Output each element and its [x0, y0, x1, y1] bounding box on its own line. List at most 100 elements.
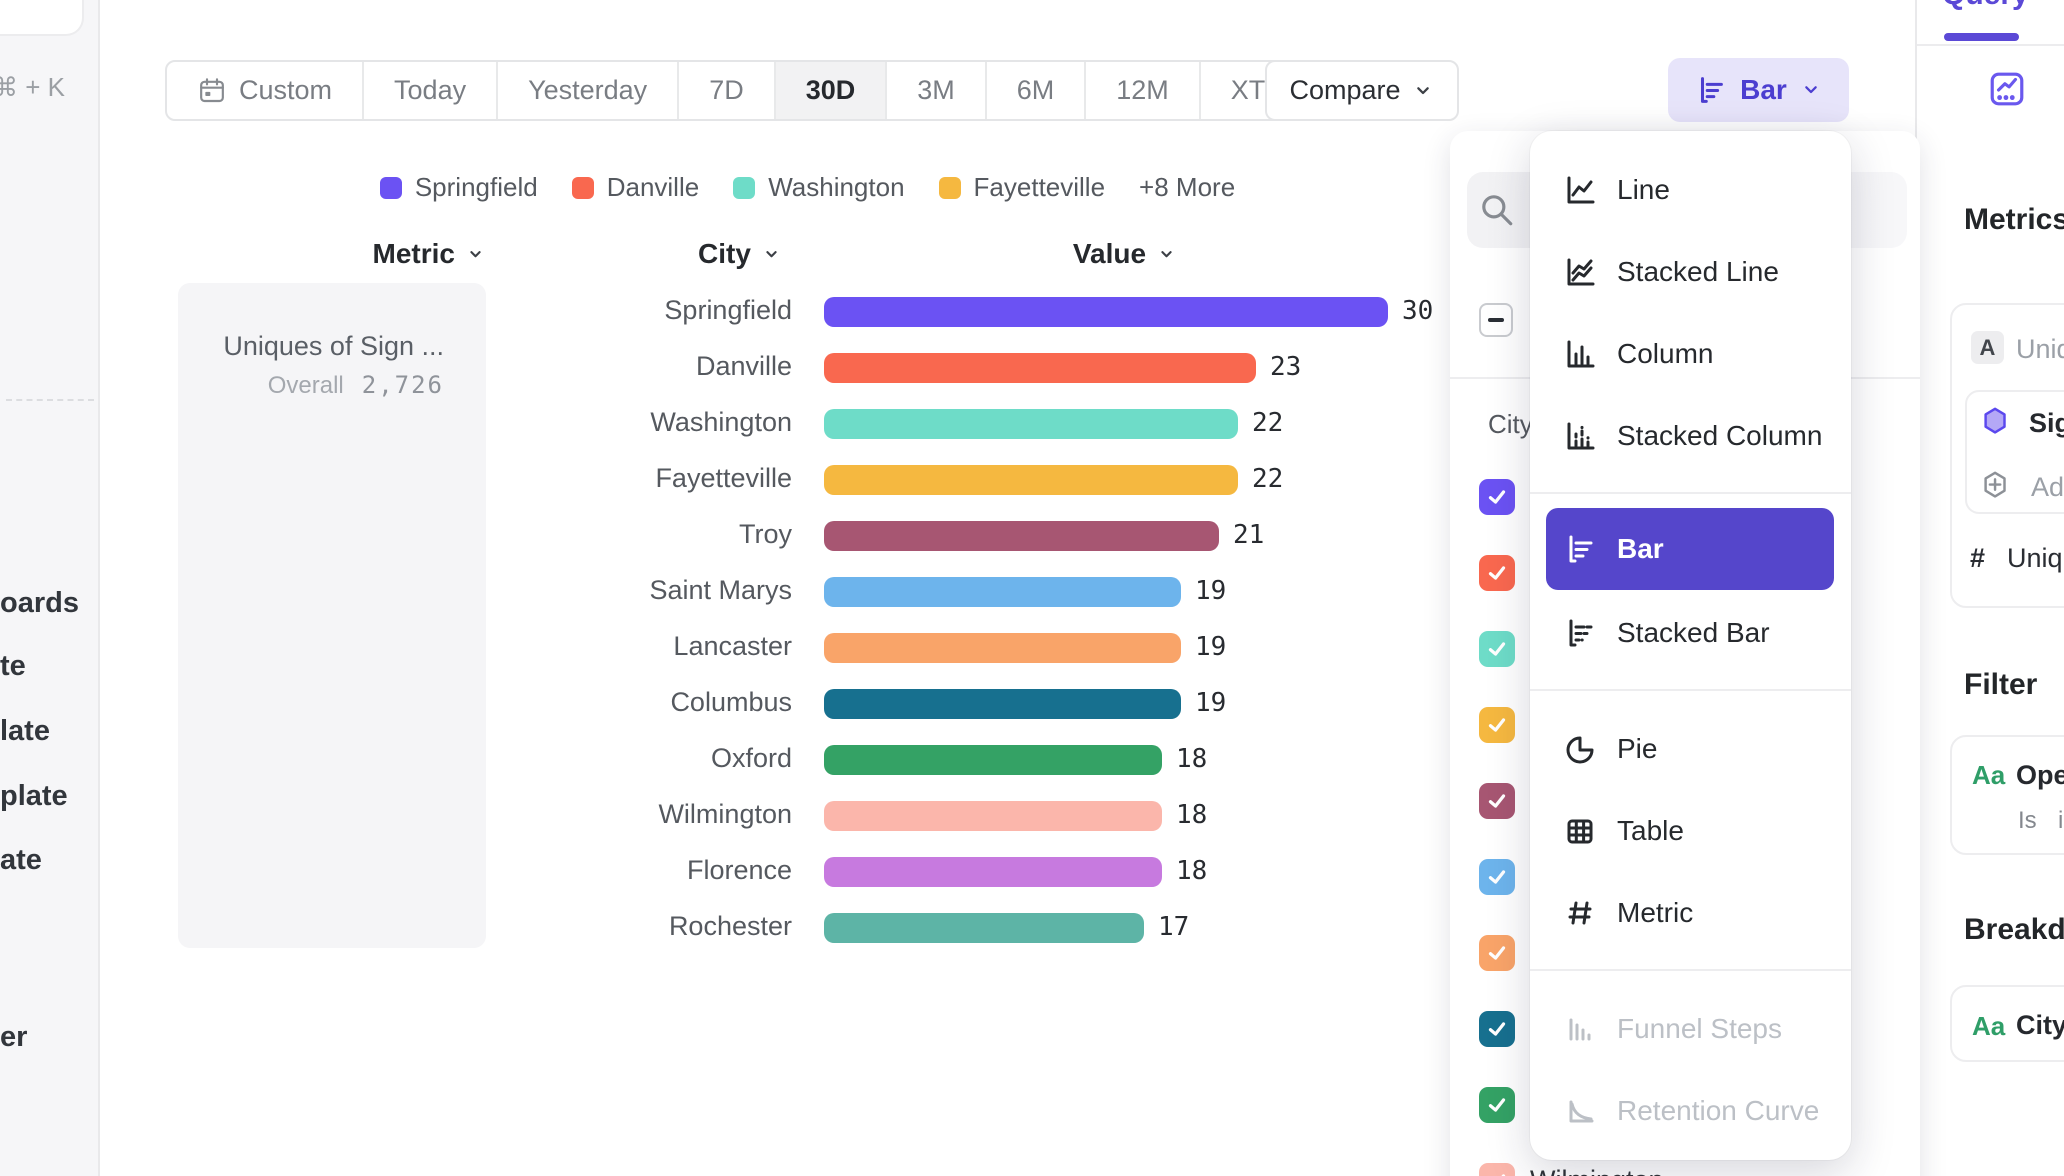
menu-item-stacked-line[interactable]: Stacked Line [1530, 231, 1851, 313]
sidebar-item-late[interactable]: late [0, 715, 50, 747]
bar-row-bar[interactable] [824, 633, 1181, 663]
legend-more-label: +8 More [1139, 172, 1236, 202]
bar-row-bar[interactable] [824, 353, 1256, 383]
bar-row-bar[interactable] [824, 521, 1219, 551]
selected-item-background [1546, 508, 1834, 590]
city-checkbox[interactable] [1479, 1011, 1515, 1047]
city-checkbox[interactable] [1479, 859, 1515, 895]
city-list-item-label[interactable]: Wilmington [1530, 1165, 1664, 1176]
bar-row-bar[interactable] [824, 745, 1162, 775]
city-checkbox[interactable] [1479, 479, 1515, 515]
city-checkbox[interactable] [1479, 707, 1515, 743]
bar-row-bar[interactable] [824, 857, 1162, 887]
sidebar-item-plate[interactable]: plate [0, 780, 68, 812]
bar-row-bar[interactable] [824, 297, 1388, 327]
date-range-label: 12M [1116, 75, 1169, 105]
column-header-city[interactable]: City [640, 237, 840, 271]
date-range-3m[interactable]: 3M [887, 62, 987, 119]
city-checkbox[interactable] [1479, 1087, 1515, 1123]
retention-chart-icon [1562, 1093, 1598, 1129]
legend-item-danville[interactable]: Danville [571, 172, 699, 203]
column-header-value[interactable]: Value [1030, 237, 1220, 271]
menu-item-stacked-column[interactable]: Stacked Column [1530, 395, 1851, 477]
sidebar-item-te[interactable]: te [0, 650, 26, 682]
city-checkbox[interactable] [1479, 935, 1515, 971]
menu-item-column[interactable]: Column [1530, 313, 1851, 395]
city-group-label: City [1488, 409, 1533, 439]
chart-preview-icon [1988, 70, 2026, 108]
select-all-checkbox[interactable] [1479, 303, 1513, 337]
date-range-7d[interactable]: 7D [679, 62, 776, 119]
filter-card[interactable]: Aa Open Is i [1950, 735, 2064, 855]
bar-row-bar[interactable] [824, 577, 1181, 607]
check-icon [1488, 566, 1506, 580]
menu-item-label: Table [1617, 815, 1684, 846]
bar-row-bar[interactable] [824, 689, 1181, 719]
date-range-label: Yesterday [528, 75, 648, 105]
bar-row-bar[interactable] [824, 465, 1238, 495]
city-checkbox[interactable] [1479, 1163, 1515, 1176]
check-icon [1488, 870, 1506, 884]
bar-row-bar[interactable] [824, 801, 1162, 831]
pie-chart-icon [1562, 731, 1598, 767]
menu-item-line[interactable]: Line [1530, 149, 1851, 231]
compare-button[interactable]: Compare [1265, 60, 1459, 121]
legend-item-springfield[interactable]: Springfield [379, 172, 538, 203]
filter-heading: Filter [1964, 668, 2038, 701]
column-header-metric[interactable]: Metric [178, 237, 486, 271]
bar-row-label: Rochester [668, 911, 792, 941]
filter-value-label: i [2058, 807, 2064, 834]
bar-row-bar[interactable] [824, 409, 1238, 439]
legend-item-washington[interactable]: Washington [733, 172, 905, 203]
check-icon [1488, 642, 1506, 656]
bar-row-value: 19 [1195, 632, 1227, 662]
bar-row-value: 21 [1233, 520, 1265, 550]
chart-type-button[interactable]: Bar [1668, 58, 1849, 122]
bar-row-label: Columbus [670, 687, 792, 717]
metric-title: Uniques of Sign ... [223, 331, 444, 361]
bar-row-label: Oxford [710, 743, 792, 773]
date-range-today[interactable]: Today [364, 62, 499, 119]
tab-query[interactable]: Query [1942, 0, 2029, 12]
menu-item-metric[interactable]: Metric [1530, 872, 1851, 954]
date-range-label: Today [394, 75, 467, 105]
menu-item-label: Pie [1617, 733, 1658, 764]
sidebar-item-ate[interactable]: ate [0, 844, 42, 876]
sidebar-item-oards[interactable]: oards [0, 587, 79, 619]
date-range-custom[interactable]: Custom [167, 62, 365, 119]
city-checkbox[interactable] [1479, 783, 1515, 819]
chevron-down-icon [761, 244, 782, 265]
menu-item-stacked-bar[interactable]: Stacked Bar [1530, 592, 1851, 674]
sidebar-item-er[interactable]: er [0, 1021, 28, 1053]
menu-item-bar[interactable]: Bar [1530, 508, 1851, 590]
legend-more-button[interactable]: +8 More [1139, 172, 1235, 203]
date-range-segmented-control[interactable]: Custom Today Yesterday 7D 30D 3M 6M 12M XTD [165, 60, 1351, 121]
date-range-6m[interactable]: 6M [987, 62, 1087, 119]
bar-row-value: 22 [1252, 464, 1284, 494]
breakdown-card[interactable]: Aa City [1950, 985, 2064, 1062]
event-card[interactable]: Sign Add [1965, 390, 2064, 514]
chevron-down-icon [1799, 78, 1823, 102]
date-range-30d[interactable]: 30D [775, 62, 888, 119]
bar-row-bar[interactable] [824, 913, 1144, 943]
menu-item-label: Metric [1617, 897, 1694, 928]
sidebar-search-card[interactable] [0, 0, 84, 36]
menu-item-pie[interactable]: Pie [1530, 708, 1851, 790]
legend-swatch [938, 176, 961, 199]
metrics-card[interactable]: A Uniques Sign Add # Uniques [1950, 303, 2064, 608]
date-range-12m[interactable]: 12M [1086, 62, 1201, 119]
hexagon-add-icon[interactable] [1979, 469, 2013, 503]
bar-row-value: 18 [1176, 856, 1208, 886]
metric-summary-card[interactable]: Uniques of Sign ... Overall 2,726 [178, 283, 486, 948]
bar-row-value: 19 [1195, 688, 1227, 718]
menu-divider [1530, 492, 1851, 494]
menu-item-retention-curve: Retention Curve [1530, 1070, 1851, 1152]
menu-item-table[interactable]: Table [1530, 790, 1851, 872]
date-range-yesterday[interactable]: Yesterday [498, 62, 680, 119]
city-checkbox[interactable] [1479, 631, 1515, 667]
legend-item-fayetteville[interactable]: Fayetteville [938, 172, 1105, 203]
check-icon [1488, 490, 1506, 504]
city-checkbox[interactable] [1479, 555, 1515, 591]
sidebar-divider [1917, 44, 2064, 46]
search-icon [1478, 191, 1516, 229]
